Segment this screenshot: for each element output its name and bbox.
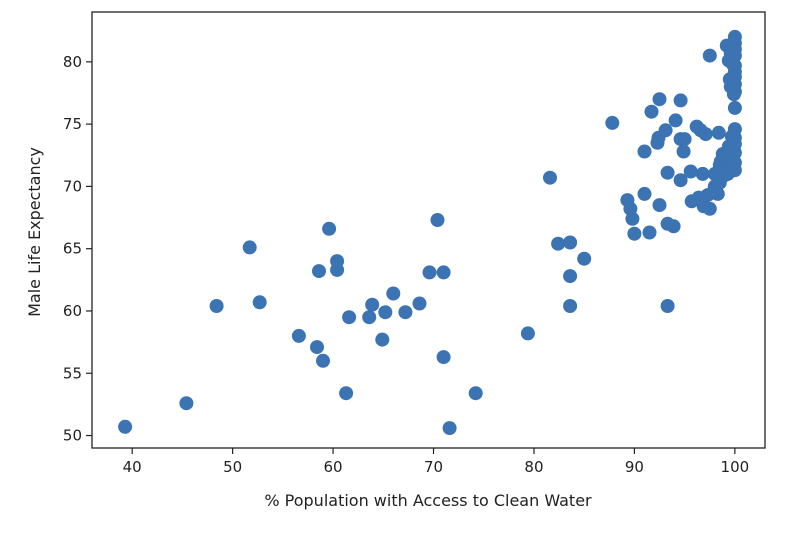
data-point <box>322 221 337 236</box>
data-point <box>577 251 592 266</box>
x-tick-label: 100 <box>721 458 750 476</box>
data-point <box>386 286 401 301</box>
data-point <box>563 269 578 284</box>
x-axis-label: % Population with Access to Clean Water <box>264 491 592 510</box>
data-point <box>430 213 445 227</box>
data-point <box>468 386 483 401</box>
data-point <box>291 328 306 343</box>
y-tick-label: 55 <box>63 364 82 382</box>
data-point <box>711 125 726 140</box>
data-point <box>252 295 267 310</box>
data-point <box>436 265 451 280</box>
data-point <box>644 104 659 119</box>
data-point <box>642 225 657 240</box>
data-point <box>551 236 566 251</box>
data-point <box>702 201 717 216</box>
data-point <box>339 386 354 401</box>
data-point <box>242 240 257 255</box>
x-axis-ticks: 40 50 60 70 80 90 100 <box>123 448 750 476</box>
data-point <box>398 305 413 320</box>
data-point <box>695 166 710 181</box>
x-tick-label: 40 <box>123 458 142 476</box>
data-point <box>375 332 390 347</box>
data-point <box>316 353 330 368</box>
data-point <box>677 132 692 147</box>
data-point <box>378 305 393 320</box>
data-point <box>179 396 194 411</box>
data-point <box>668 113 683 128</box>
data-point <box>666 219 681 234</box>
data-point <box>118 419 133 434</box>
data-point <box>698 127 713 142</box>
data-point <box>543 170 557 185</box>
data-point <box>652 92 667 107</box>
data-point <box>727 145 742 160</box>
x-tick-label: 60 <box>324 458 343 476</box>
y-tick-label: 70 <box>63 177 82 195</box>
data-point <box>727 48 742 63</box>
data-point <box>683 164 698 179</box>
data-point <box>563 299 578 313</box>
data-point <box>209 299 224 313</box>
data-point <box>660 165 675 180</box>
data-point <box>436 350 451 365</box>
data-point <box>442 421 457 436</box>
y-tick-label: 75 <box>63 115 82 133</box>
data-point <box>727 84 742 99</box>
data-point <box>637 144 652 159</box>
data-point <box>563 235 578 250</box>
y-tick-label: 50 <box>63 427 82 445</box>
data-point <box>637 186 652 201</box>
data-point <box>520 326 535 341</box>
data-point <box>673 93 688 108</box>
x-tick-label: 50 <box>223 458 242 476</box>
y-tick-label: 80 <box>63 53 82 71</box>
data-points <box>118 29 742 436</box>
data-point <box>365 297 380 312</box>
axes-frame <box>91 11 766 449</box>
y-axis-ticks: 50 55 60 65 70 75 80 <box>63 53 92 445</box>
data-point <box>330 262 345 277</box>
data-point <box>625 211 640 226</box>
data-point <box>310 340 324 355</box>
x-tick-label: 90 <box>625 458 644 476</box>
data-point <box>676 144 691 159</box>
data-point <box>627 226 642 241</box>
data-point <box>673 173 688 188</box>
data-point <box>362 310 377 325</box>
data-point <box>412 296 427 311</box>
data-point <box>312 264 326 279</box>
data-point <box>658 123 673 138</box>
y-tick-label: 60 <box>63 302 82 320</box>
y-tick-label: 65 <box>63 240 82 258</box>
data-point <box>342 310 357 325</box>
data-point <box>710 186 725 201</box>
x-tick-label: 80 <box>524 458 543 476</box>
data-point <box>702 48 717 63</box>
x-tick-label: 70 <box>424 458 443 476</box>
data-point <box>660 299 675 313</box>
data-point <box>605 115 620 130</box>
data-point <box>727 100 742 115</box>
data-point <box>422 265 437 280</box>
data-point <box>652 198 667 213</box>
data-point <box>727 163 742 178</box>
y-axis-label: Male Life Expectancy <box>25 147 44 317</box>
